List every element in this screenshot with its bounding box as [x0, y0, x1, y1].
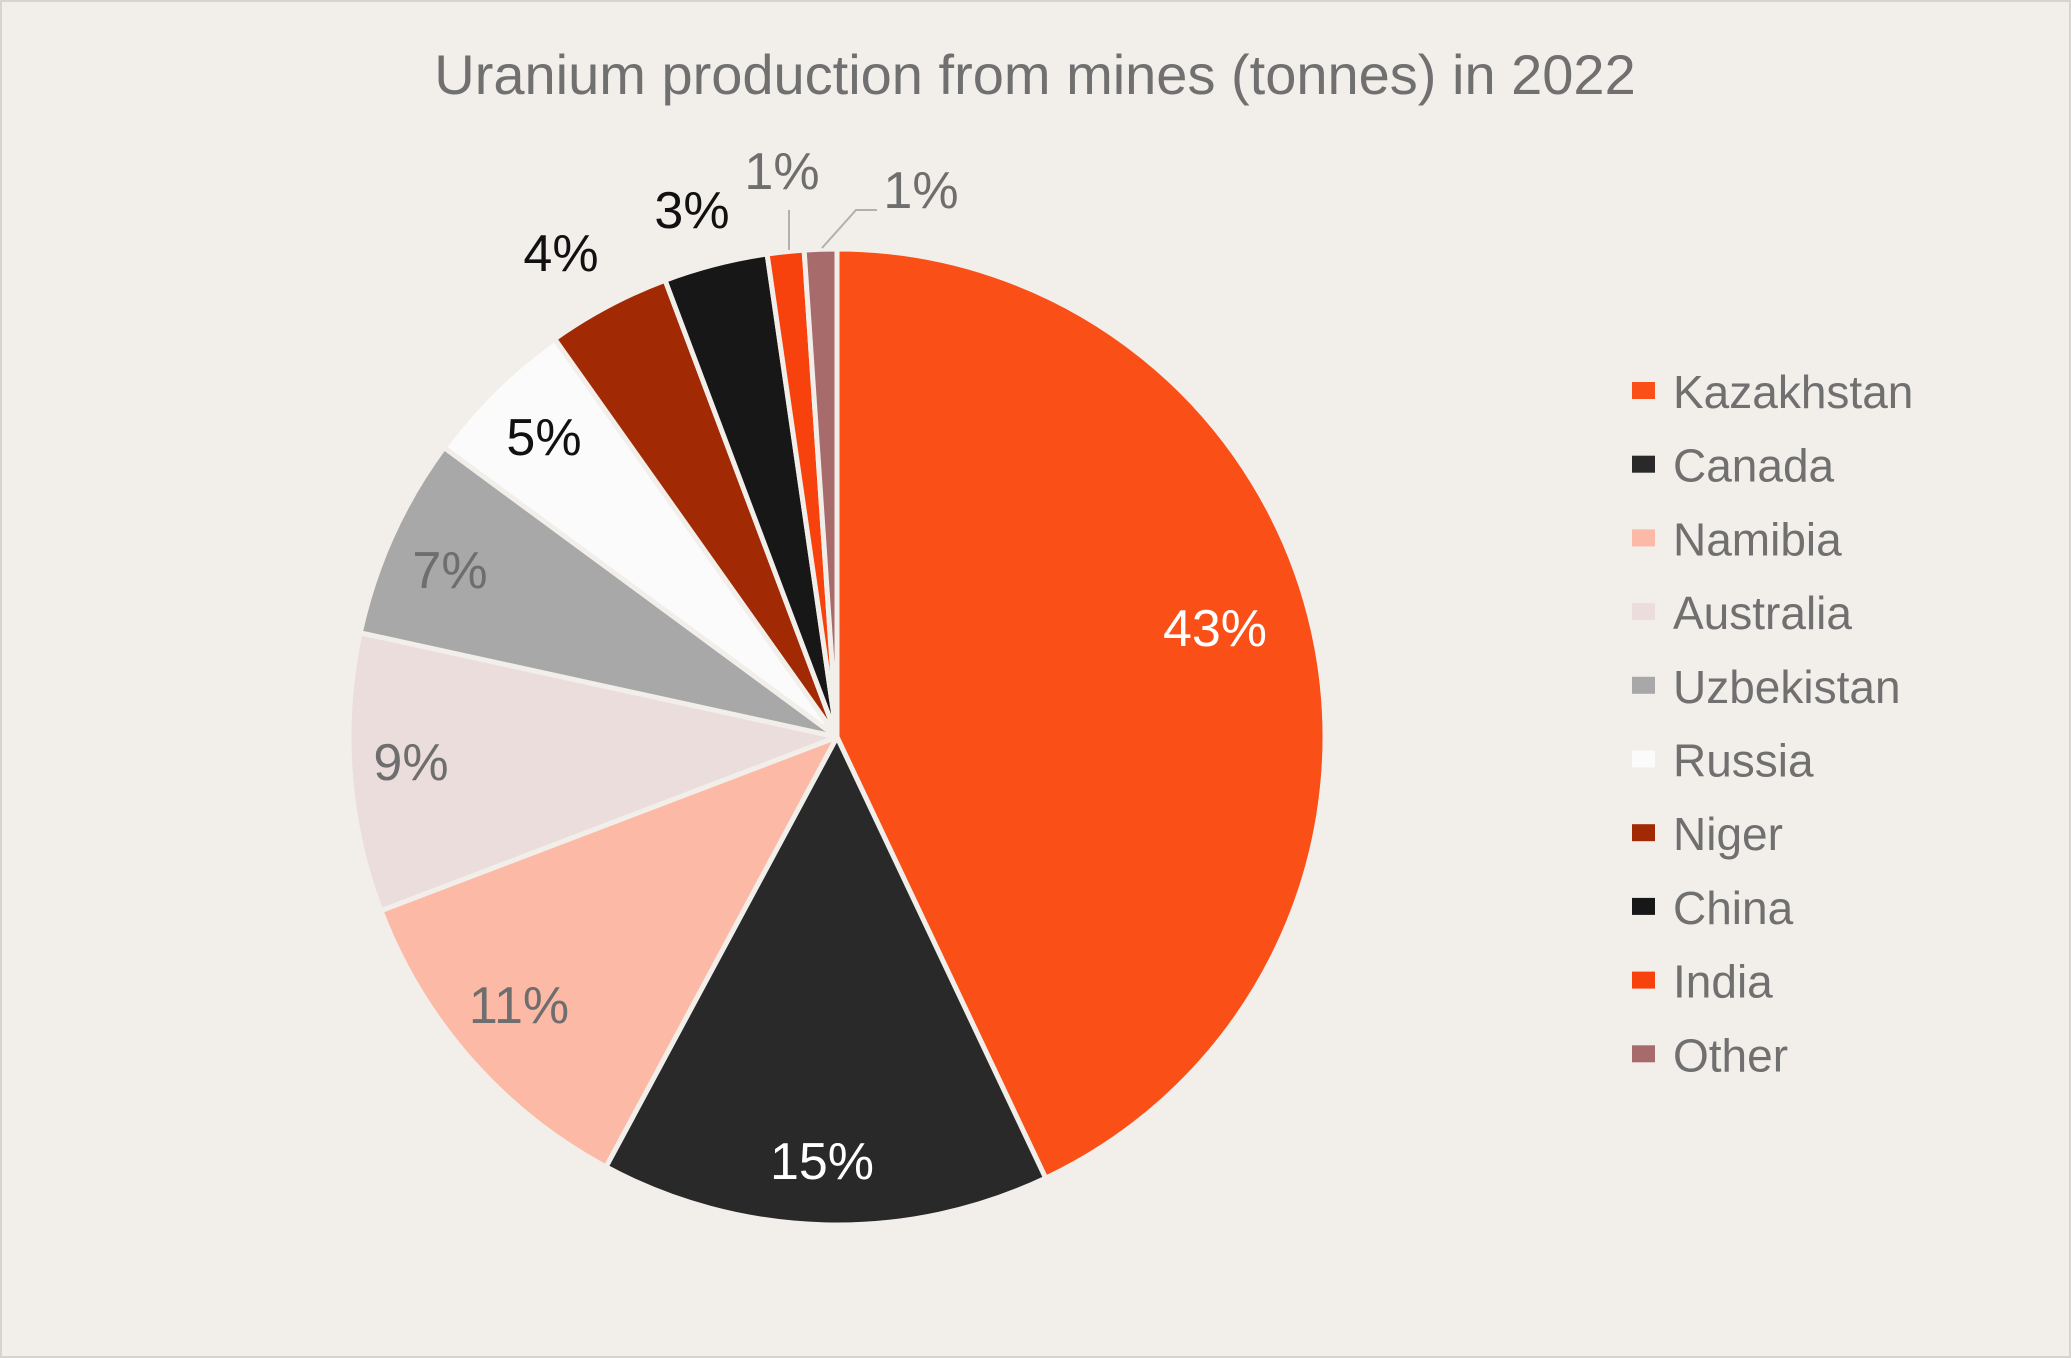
data-label-niger: 4% [523, 225, 598, 283]
slice-russia[interactable] [441, 336, 840, 740]
legend-label-niger: Niger [1673, 808, 1783, 860]
legend-label-namibia: Namibia [1673, 513, 1842, 565]
legend-swatch-niger [1632, 824, 1655, 842]
legend-swatch-namibia [1632, 529, 1655, 547]
slice-namibia[interactable] [378, 734, 840, 1170]
data-label-uzbekistan: 7% [412, 542, 487, 600]
legend: Kazakhstan Canada Namibia Australia Uzbekist… [1632, 366, 1913, 1081]
data-label-canada: 15% [770, 1133, 874, 1191]
data-label-russia: 5% [506, 409, 581, 467]
slice-uzbekistan[interactable] [357, 445, 840, 740]
legend-swatch-kazakhstan [1632, 382, 1655, 399]
slice-other[interactable] [801, 246, 840, 740]
legend-swatch-russia [1632, 750, 1655, 768]
legend-label-australia: Australia [1673, 587, 1852, 639]
legend-label-other: Other [1673, 1029, 1788, 1081]
legend-label-kazakhstan: Kazakhstan [1673, 366, 1913, 418]
leader-lines [788, 209, 877, 250]
data-label-australia: 9% [373, 734, 448, 792]
legend-label-india: India [1673, 956, 1773, 1008]
data-labels: 43% 15% 11% 9% 7% 5% 4% 3% 1% 1% [373, 143, 1267, 1191]
data-label-china: 3% [654, 182, 729, 240]
legend-swatch-australia [1632, 603, 1655, 621]
data-label-other: 1% [883, 162, 958, 220]
legend-label-russia: Russia [1673, 735, 1814, 787]
data-label-kazakhstan: 43% [1163, 600, 1267, 658]
legend-swatch-other [1632, 1045, 1655, 1063]
legend-label-canada: Canada [1673, 440, 1835, 492]
slice-kazakhstan[interactable] [834, 246, 1328, 1181]
leader-line-other [821, 209, 877, 249]
legend-label-uzbekistan: Uzbekistan [1673, 661, 1901, 713]
pie-slices [346, 246, 1328, 1228]
legend-swatch-china [1632, 897, 1655, 915]
legend-swatch-india [1632, 971, 1655, 989]
legend-swatch-uzbekistan [1632, 676, 1655, 694]
chart-title: Uranium production from mines (tonnes) i… [434, 43, 1635, 106]
slice-australia[interactable] [346, 630, 840, 914]
slice-canada[interactable] [603, 734, 1049, 1228]
data-label-india: 1% [744, 143, 819, 201]
legend-label-china: China [1673, 882, 1794, 934]
legend-swatch-canada [1632, 455, 1655, 473]
data-label-namibia: 11% [469, 977, 569, 1035]
